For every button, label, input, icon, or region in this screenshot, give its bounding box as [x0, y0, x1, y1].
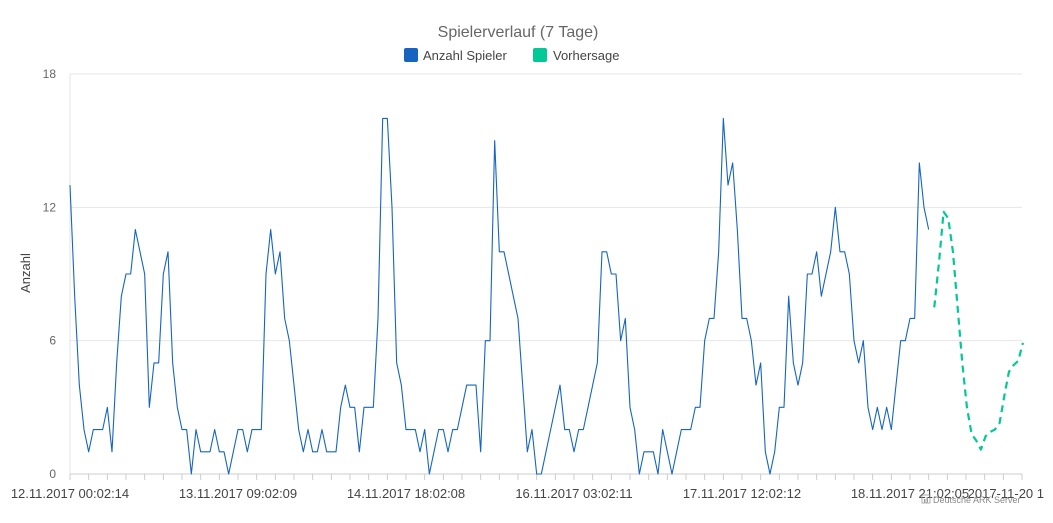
x-tick-label: 2017-11-20 1	[968, 486, 1044, 501]
legend-label-forecast[interactable]: Vorhersage	[553, 48, 620, 63]
series	[69, 117, 1024, 475]
chart-title: Spielerverlauf (7 Tage)	[438, 24, 599, 41]
x-tick-label: 12.11.2017 00:02:14	[11, 486, 129, 501]
series-line-actual[interactable]	[69, 117, 930, 475]
x-tick-label: 13.11.2017 09:02:09	[179, 486, 297, 501]
legend-label-actual[interactable]: Anzahl Spieler	[423, 48, 507, 63]
y-tick-label: 6	[49, 334, 56, 348]
legend-item-forecast[interactable]: Vorhersage	[533, 48, 620, 63]
legend-item-actual[interactable]: Anzahl Spieler	[404, 48, 507, 63]
y-tick-label: 0	[49, 467, 56, 481]
y-tick-label: 18	[43, 67, 57, 81]
chart-credit-icon	[921, 494, 931, 504]
series-line-forecast[interactable]	[933, 210, 1024, 451]
x-tick-label: 17.11.2017 12:02:12	[683, 486, 801, 501]
x-tick-label: 16.11.2017 03:02:11	[515, 486, 632, 501]
credit-text[interactable]: Deutsche ARK Server	[933, 495, 1021, 505]
y-axis-label: Anzahl	[18, 253, 33, 293]
x-axis-ticks: 12.11.2017 00:02:14 13.11.2017 09:02:09 14…	[11, 474, 1044, 501]
y-axis-ticks: 0 6 12 18	[43, 67, 57, 481]
credit[interactable]: Deutsche ARK Server	[921, 494, 1021, 505]
x-tick-label: 18.11.2017 21:02:05	[851, 486, 969, 501]
legend[interactable]: Anzahl Spieler Vorhersage	[404, 48, 620, 63]
legend-swatch-actual	[404, 48, 418, 62]
x-tick-label: 14.11.2017 18:02:08	[347, 486, 465, 501]
legend-swatch-forecast	[533, 48, 547, 62]
y-tick-label: 12	[43, 200, 57, 214]
